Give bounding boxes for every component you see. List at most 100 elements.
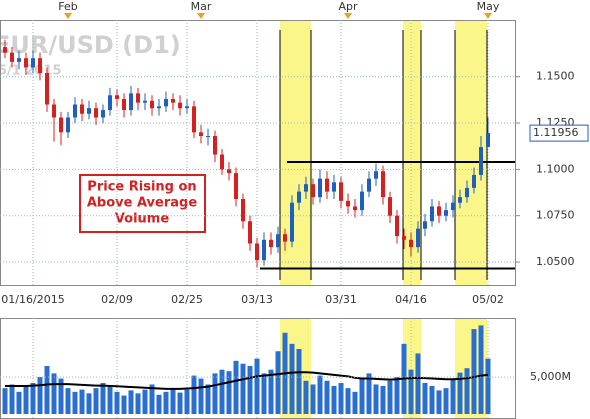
volume-bar [457, 372, 463, 414]
candle-body [10, 52, 14, 62]
volume-bar [268, 369, 274, 414]
candle-body [472, 174, 476, 188]
y-tick-label: 5,000M [530, 370, 571, 383]
volume-bar [114, 391, 120, 414]
candle-body [227, 169, 231, 174]
candle-body [311, 184, 315, 198]
volume-bar [16, 391, 22, 414]
candle-body [38, 58, 42, 73]
volume-bar [233, 360, 239, 414]
candle-body [430, 206, 434, 222]
candle-body [318, 178, 322, 198]
candle-body [17, 58, 21, 62]
volume-bar [303, 380, 309, 414]
volume-bar [240, 363, 246, 414]
volume-bar [184, 389, 190, 414]
volume-bar [86, 393, 92, 414]
candle-body [45, 73, 49, 105]
volume-bar [359, 378, 365, 414]
volume-bar [212, 373, 218, 414]
candle-body [395, 215, 399, 237]
volume-bar [345, 388, 351, 414]
volume-bar [205, 384, 211, 414]
volume-bar [79, 389, 85, 414]
volume-bar [485, 358, 491, 414]
volume-bar [422, 382, 428, 414]
volume-bar [9, 384, 15, 414]
candle-body [59, 117, 63, 133]
candle-body [87, 108, 91, 114]
annotation-line: Price Rising on [87, 180, 196, 195]
candle-body [388, 197, 392, 216]
volume-bar [331, 385, 337, 414]
annotation-line: Above Average [87, 196, 197, 211]
candle-body [136, 93, 140, 103]
x-tick-label: 05/02 [472, 293, 504, 306]
highlight [403, 20, 421, 285]
candle-body [451, 202, 455, 211]
annotation-line: Volume [115, 212, 170, 227]
candle-body [94, 108, 98, 118]
candle-body [234, 173, 238, 200]
annotation-box [79, 174, 206, 233]
y-tick-label: 1.0500 [536, 255, 575, 268]
volume-bar [65, 388, 71, 414]
x-tick-label: 02/09 [101, 293, 133, 306]
candle-body [80, 104, 84, 114]
x-tick-label: 03/13 [241, 293, 273, 306]
candle-body [248, 221, 252, 244]
candle-body [409, 239, 413, 248]
volume-bar [471, 329, 477, 414]
candle-body [290, 202, 294, 242]
candle-body [486, 133, 490, 148]
volume-bar [163, 391, 169, 414]
candle-body [220, 154, 224, 170]
volume-bar [436, 390, 442, 414]
volume-bar [58, 378, 64, 414]
candle-body [66, 117, 70, 133]
volume-bar [30, 382, 36, 414]
volume-bar [142, 389, 148, 414]
volume-bar [107, 385, 113, 414]
volume-bar [170, 388, 176, 414]
candle-body [192, 106, 196, 133]
volume-bar [387, 380, 393, 414]
candle-body [437, 206, 441, 216]
volume-bar [464, 368, 470, 414]
volume-bar [191, 375, 197, 414]
candle-body [101, 110, 105, 118]
volume-bar [156, 394, 162, 414]
candle-body [171, 98, 175, 103]
volume-bar [429, 385, 435, 414]
volume-bar [317, 375, 323, 414]
volume-bar [394, 377, 400, 414]
candle-body [367, 178, 371, 192]
price-tag [529, 124, 589, 142]
candle-body [3, 47, 7, 53]
volume-bar [408, 369, 414, 414]
volume-bar [128, 390, 134, 414]
candle-body [108, 95, 112, 111]
candle-body [297, 191, 301, 203]
candle-body [143, 100, 147, 103]
candle-body [199, 132, 203, 137]
candle-body [416, 228, 420, 248]
candle-body [213, 136, 217, 155]
volume-bar [135, 393, 141, 414]
volume-bar [366, 373, 372, 414]
candle-body [304, 184, 308, 192]
volume-bar [72, 391, 78, 414]
candle-body [283, 234, 287, 242]
candle-body [381, 171, 385, 198]
candle-body [262, 239, 266, 261]
volume-bar [219, 369, 225, 414]
candle-body [325, 178, 329, 192]
month-label: Mar [191, 0, 212, 13]
candle-body [360, 191, 364, 211]
y-tick-label: 1.1500 [536, 70, 575, 83]
volume-bar [226, 371, 232, 414]
x-tick-label: 03/31 [325, 293, 357, 306]
candle-body [465, 187, 469, 198]
volume-bar [310, 384, 316, 414]
volume-bar [296, 349, 302, 414]
